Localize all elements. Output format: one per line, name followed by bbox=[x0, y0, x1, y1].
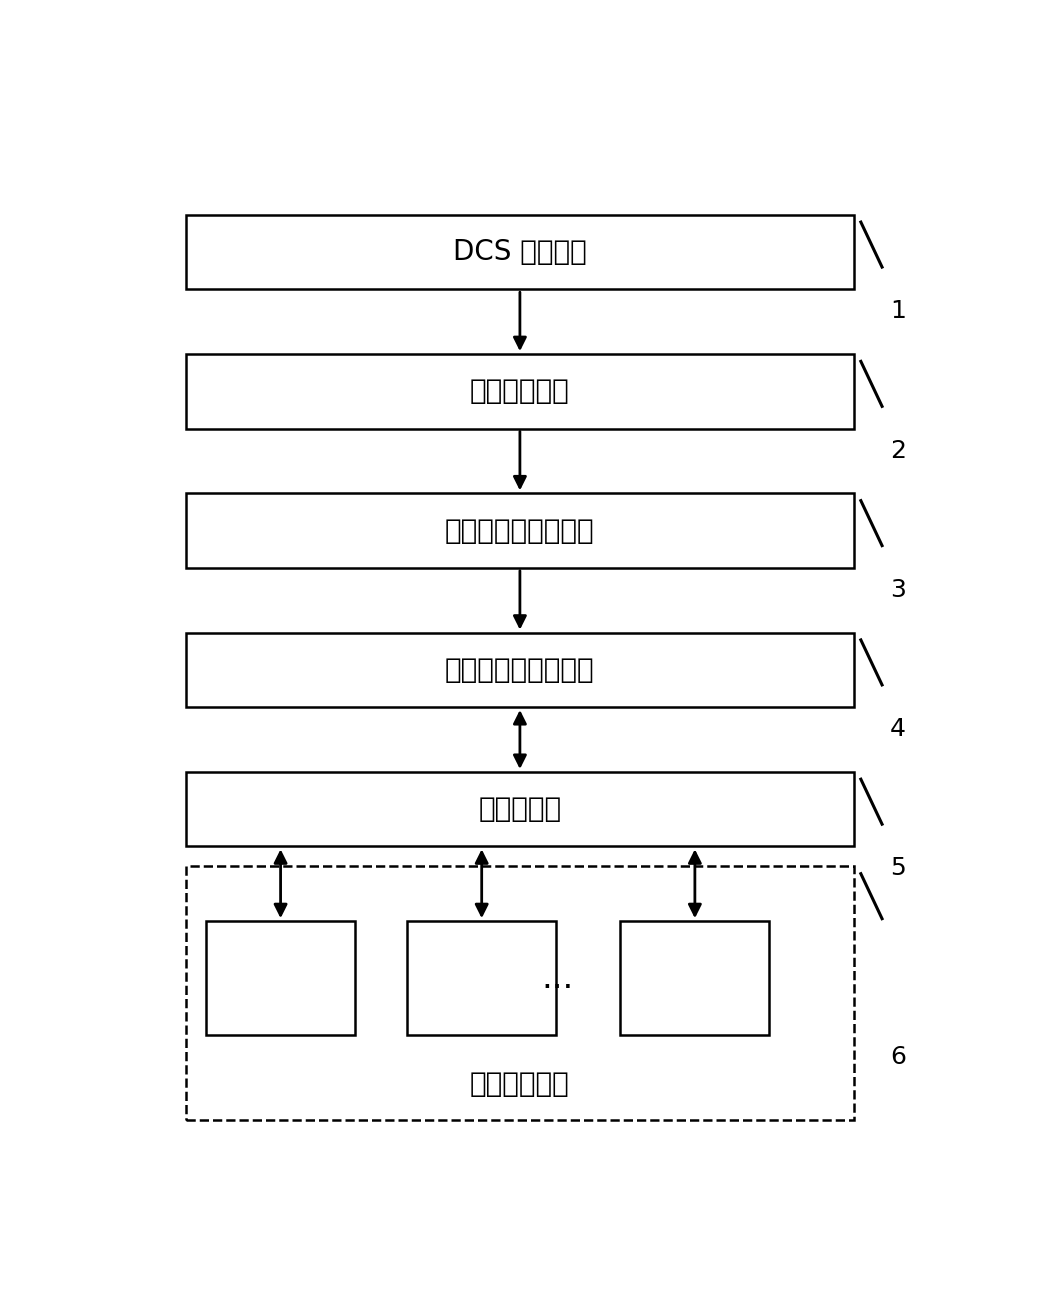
Text: DCS 工程师站: DCS 工程师站 bbox=[453, 238, 586, 266]
Bar bbox=[186, 771, 853, 846]
Bar bbox=[207, 921, 355, 1035]
Bar bbox=[186, 354, 853, 429]
Text: 空间扩展计算服务器: 空间扩展计算服务器 bbox=[445, 656, 595, 683]
Text: 网页服务器: 网页服务器 bbox=[479, 795, 562, 823]
Text: 数据库服务器: 数据库服务器 bbox=[470, 377, 570, 406]
Text: 3: 3 bbox=[890, 578, 906, 602]
Bar bbox=[621, 921, 769, 1035]
Text: 4: 4 bbox=[890, 717, 906, 742]
Text: 2: 2 bbox=[890, 438, 906, 463]
Text: 人工智能计算服务器: 人工智能计算服务器 bbox=[445, 517, 595, 545]
Text: 1: 1 bbox=[890, 300, 906, 323]
Bar bbox=[407, 921, 556, 1035]
Bar bbox=[186, 633, 853, 707]
Bar bbox=[186, 867, 853, 1120]
Text: 用户端浏览器: 用户端浏览器 bbox=[470, 1070, 570, 1098]
Text: ...: ... bbox=[542, 961, 574, 995]
Text: 6: 6 bbox=[890, 1045, 906, 1068]
Text: 5: 5 bbox=[891, 857, 906, 880]
Bar bbox=[186, 494, 853, 568]
Bar bbox=[186, 214, 853, 289]
